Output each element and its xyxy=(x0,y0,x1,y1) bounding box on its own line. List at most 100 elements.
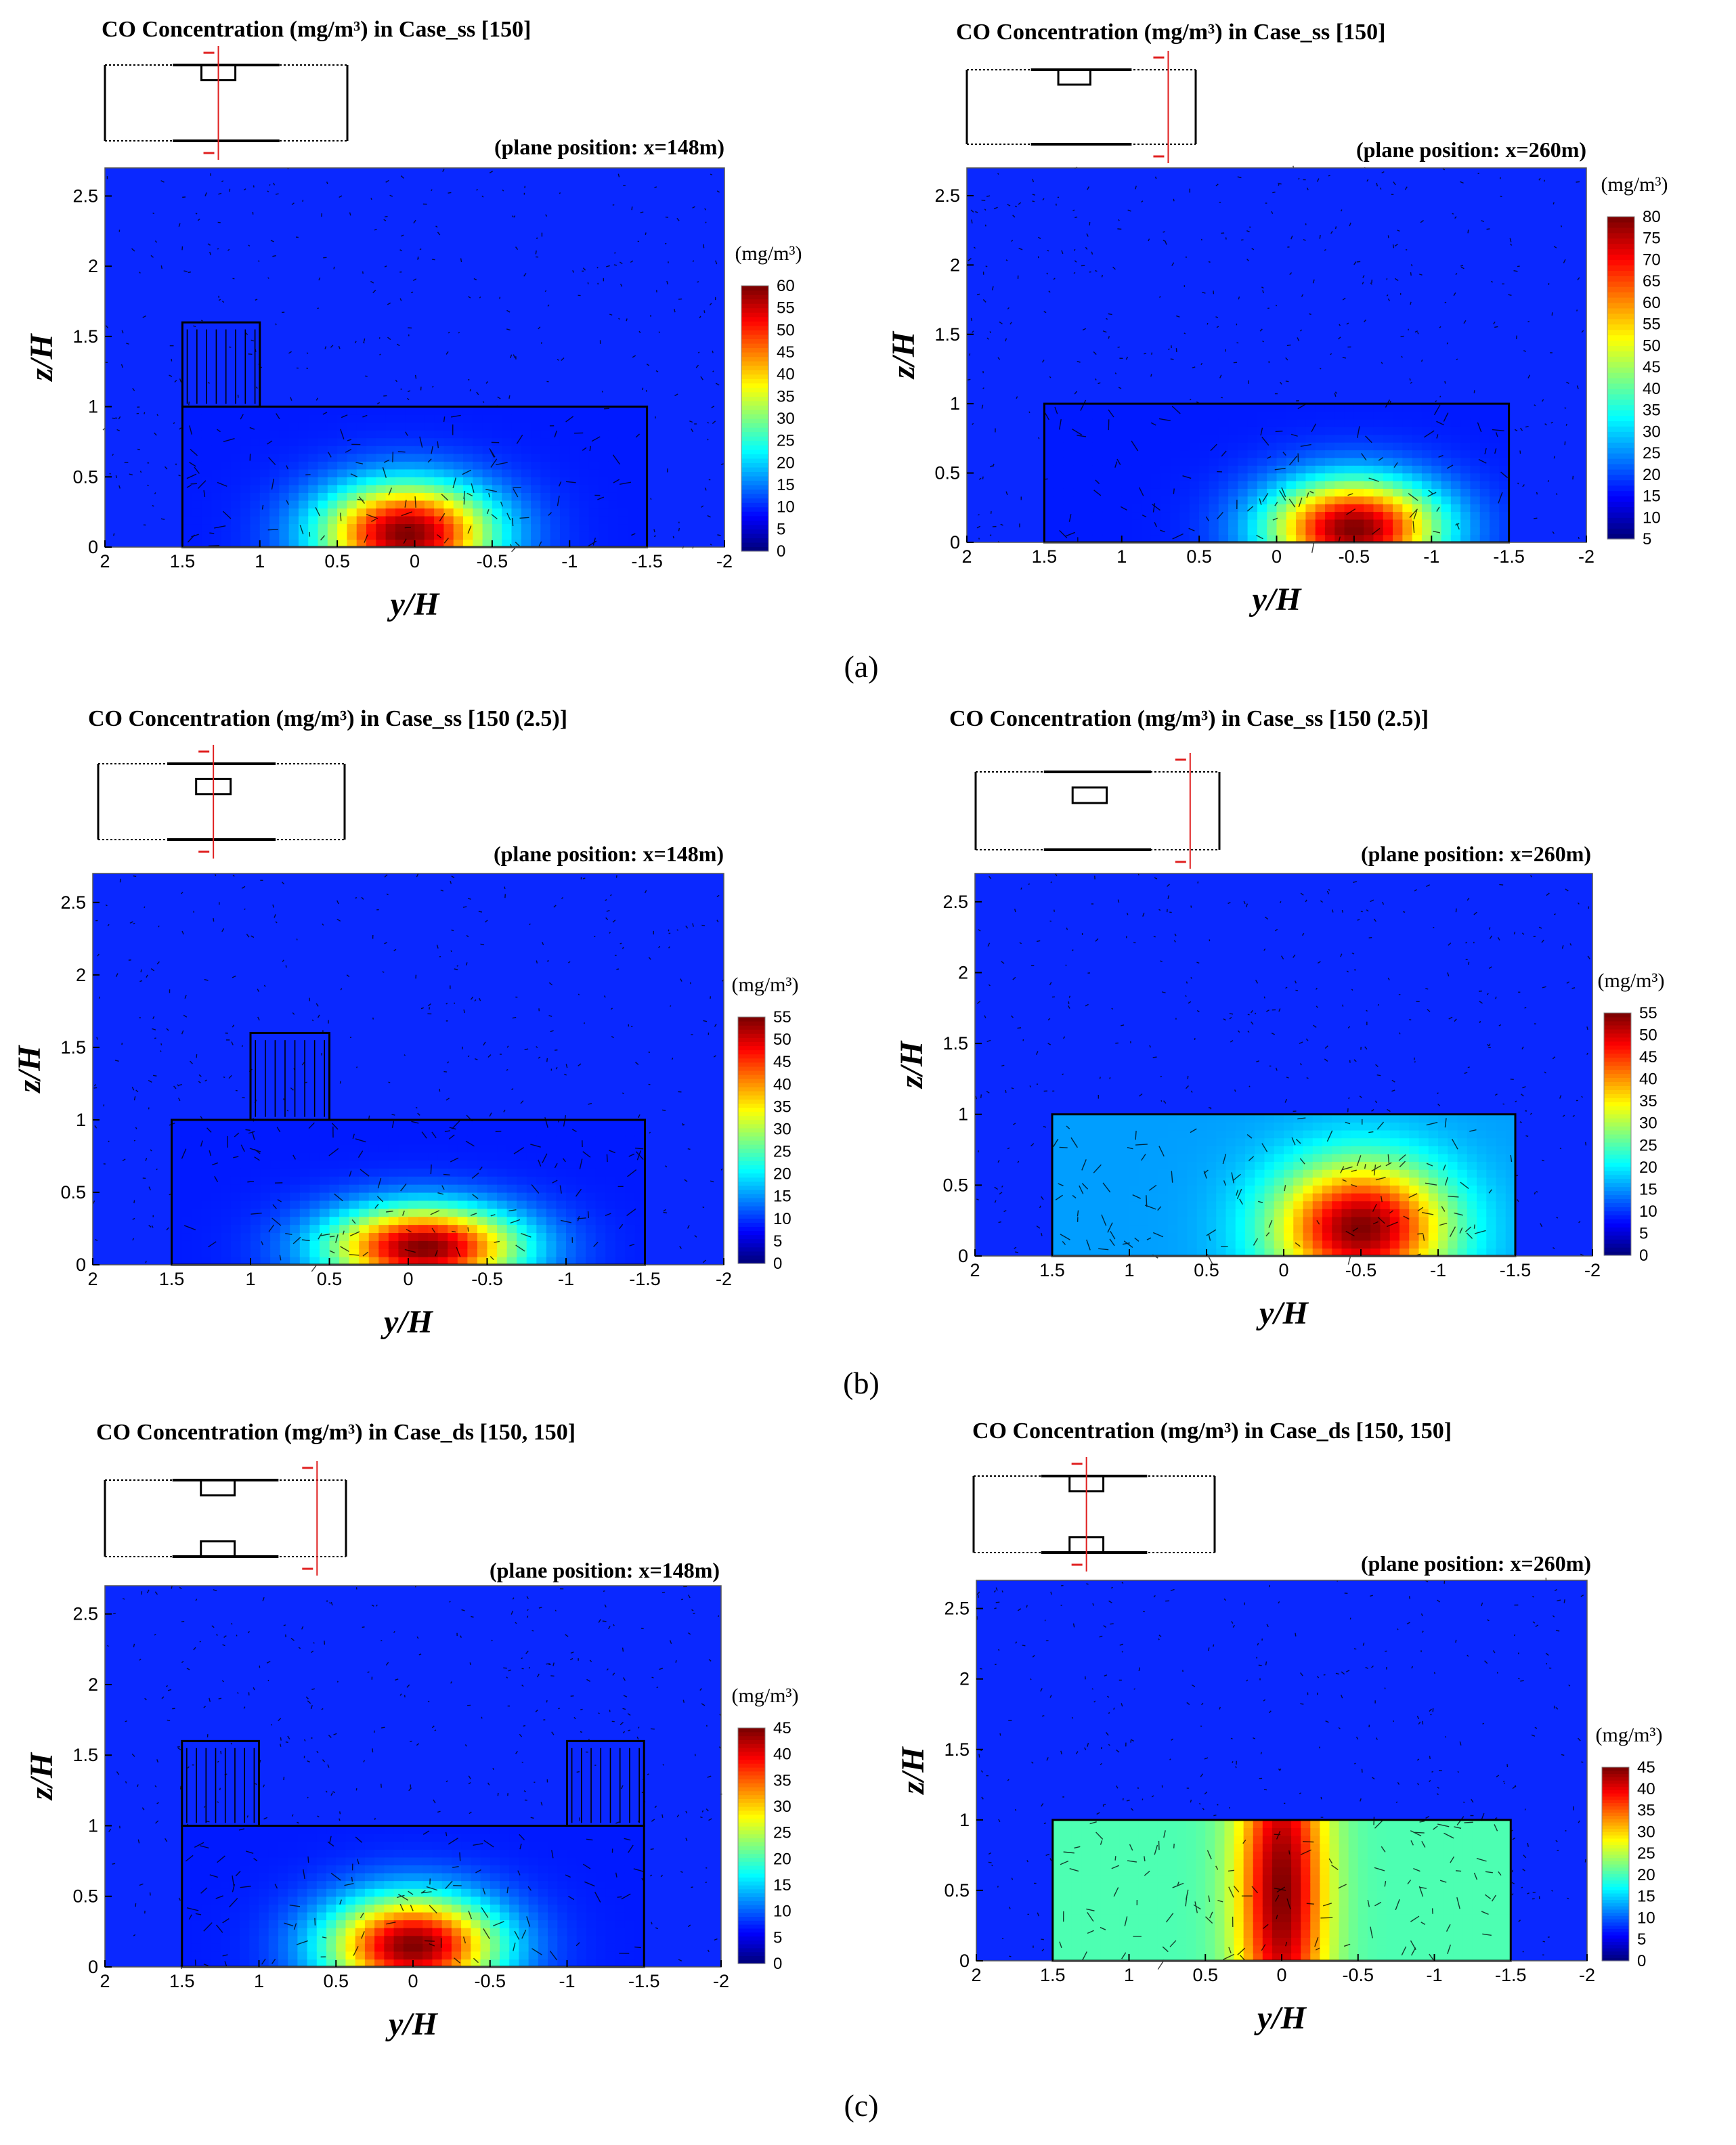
velocity-arrow xyxy=(1436,434,1439,439)
velocity-arrow xyxy=(508,395,511,399)
field-cell xyxy=(1470,527,1481,536)
field-cell xyxy=(1353,519,1364,527)
colorbar-segment xyxy=(741,524,768,529)
field-cell xyxy=(1073,504,1084,513)
field-cell xyxy=(550,461,561,470)
field-cell xyxy=(1150,480,1161,489)
field-cell xyxy=(1207,1138,1217,1146)
field-cell xyxy=(1150,411,1161,420)
velocity-arrow xyxy=(470,1213,477,1216)
field-cell xyxy=(1207,1185,1217,1194)
field-cell xyxy=(1284,1192,1294,1202)
field-cell xyxy=(1341,1114,1352,1123)
field-cell xyxy=(356,484,367,493)
velocity-arrow xyxy=(349,1170,352,1177)
velocity-arrow xyxy=(271,478,275,490)
field-cell xyxy=(388,1184,399,1193)
x-axis-label: y/H xyxy=(387,586,441,622)
field-cell xyxy=(1168,1240,1178,1249)
field-cell xyxy=(617,523,628,532)
field-cell xyxy=(540,523,551,532)
field-cell xyxy=(1062,1185,1072,1194)
field-cell xyxy=(201,1216,212,1226)
field-cell xyxy=(309,1119,320,1129)
field-cell xyxy=(615,1216,626,1226)
field-cell xyxy=(517,1208,527,1217)
field-cell xyxy=(414,477,425,485)
field-cell xyxy=(1370,1248,1381,1257)
field-cell xyxy=(1150,442,1161,451)
field-cell xyxy=(1421,411,1432,420)
field-cell xyxy=(1276,404,1287,412)
field-cell xyxy=(181,1135,192,1145)
velocity-arrow xyxy=(389,194,393,197)
field-cell xyxy=(337,492,348,501)
field-cell xyxy=(318,539,328,548)
field-cell xyxy=(1389,1138,1400,1146)
field-cell xyxy=(1389,1224,1400,1233)
field-cell xyxy=(1100,1232,1111,1241)
field-cell xyxy=(250,446,261,454)
field-cell xyxy=(579,430,590,439)
field-cell xyxy=(1409,1232,1420,1241)
field-cell xyxy=(1257,427,1267,435)
field-cell xyxy=(1102,442,1113,451)
field-cell xyxy=(1341,1200,1352,1209)
field-cell xyxy=(1141,504,1152,513)
colorbar-tick-label: 30 xyxy=(773,1120,791,1138)
field-cell xyxy=(1276,504,1287,513)
field-cell xyxy=(546,1184,557,1193)
field-cell xyxy=(1421,527,1432,536)
field-cell xyxy=(211,414,222,423)
field-cell xyxy=(240,515,251,525)
field-cell xyxy=(388,1232,399,1241)
field-cell xyxy=(1228,465,1238,474)
field-cell xyxy=(569,446,580,454)
velocity-arrow xyxy=(506,1045,509,1048)
velocity-arrow xyxy=(475,1058,478,1060)
field-cell xyxy=(1383,534,1393,543)
field-cell xyxy=(1179,496,1190,504)
field-cell xyxy=(1112,504,1123,513)
velocity-arrow xyxy=(1014,205,1018,208)
colorbar-segment xyxy=(1607,372,1634,378)
field-cell xyxy=(1361,1209,1371,1217)
velocity-arrow xyxy=(619,261,623,265)
field-cell xyxy=(1351,1161,1362,1170)
field-cell xyxy=(1110,1161,1121,1170)
field-cell xyxy=(1418,1200,1429,1209)
field-cell xyxy=(230,1240,242,1249)
velocity-arrow xyxy=(1563,259,1566,263)
field-cell xyxy=(1431,504,1442,513)
field-cell xyxy=(337,508,348,517)
field-cell xyxy=(424,500,435,508)
field-cell xyxy=(1073,427,1084,435)
field-cell xyxy=(385,531,396,540)
field-cell xyxy=(497,1200,508,1209)
velocity-arrow xyxy=(337,918,341,922)
field-cell xyxy=(467,1232,478,1241)
velocity-arrow xyxy=(972,422,974,425)
field-cell xyxy=(1351,1216,1362,1226)
field-cell xyxy=(443,446,454,454)
field-cell xyxy=(437,1119,448,1129)
field-cell xyxy=(1081,1161,1091,1170)
velocity-arrow xyxy=(448,1134,455,1140)
field-cell xyxy=(502,453,513,462)
colorbar-segment xyxy=(738,1140,765,1145)
field-cell xyxy=(1247,442,1258,451)
field-cell xyxy=(327,492,338,501)
field-cell xyxy=(1264,1248,1275,1257)
velocity-arrow xyxy=(982,387,984,389)
field-cell xyxy=(536,1240,547,1249)
field-cell xyxy=(1274,1122,1284,1131)
colorbar-segment xyxy=(738,1045,765,1051)
field-cell xyxy=(569,477,580,485)
field-cell xyxy=(1274,1177,1284,1186)
field-cell xyxy=(526,1192,537,1201)
field-cell xyxy=(1081,1224,1091,1233)
velocity-arrow xyxy=(1330,231,1333,234)
colorbar-segment xyxy=(738,1054,765,1059)
velocity-arrow xyxy=(997,173,999,175)
field-cell xyxy=(221,484,232,493)
